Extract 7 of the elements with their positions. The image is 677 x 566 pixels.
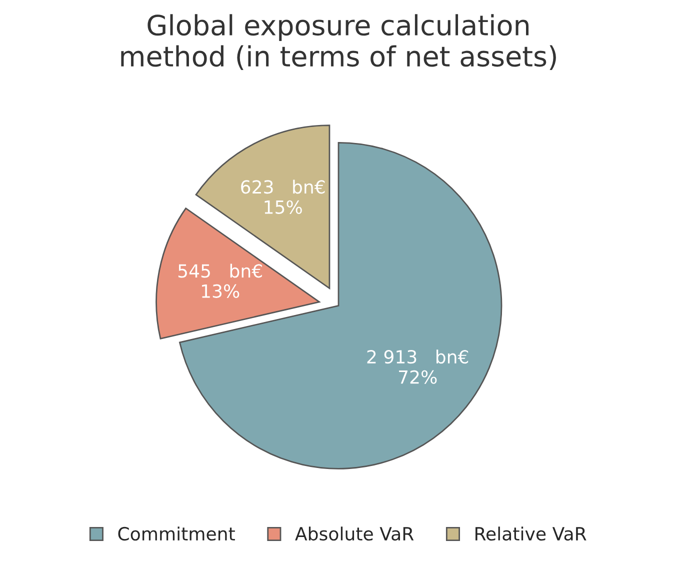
data-label: 623 bn€ 15% [241,180,325,214]
legend-label: Absolute VaR [295,526,414,541]
data-label: 2 913 bn€ 72% [367,350,468,384]
legend-label: Commitment [118,526,235,541]
chart-title: Global exposure calculation method (in terms of net assets) [121,14,556,70]
data-label: 545 bn€ 13% [178,264,262,298]
legend-label: Relative VaR [476,526,586,541]
